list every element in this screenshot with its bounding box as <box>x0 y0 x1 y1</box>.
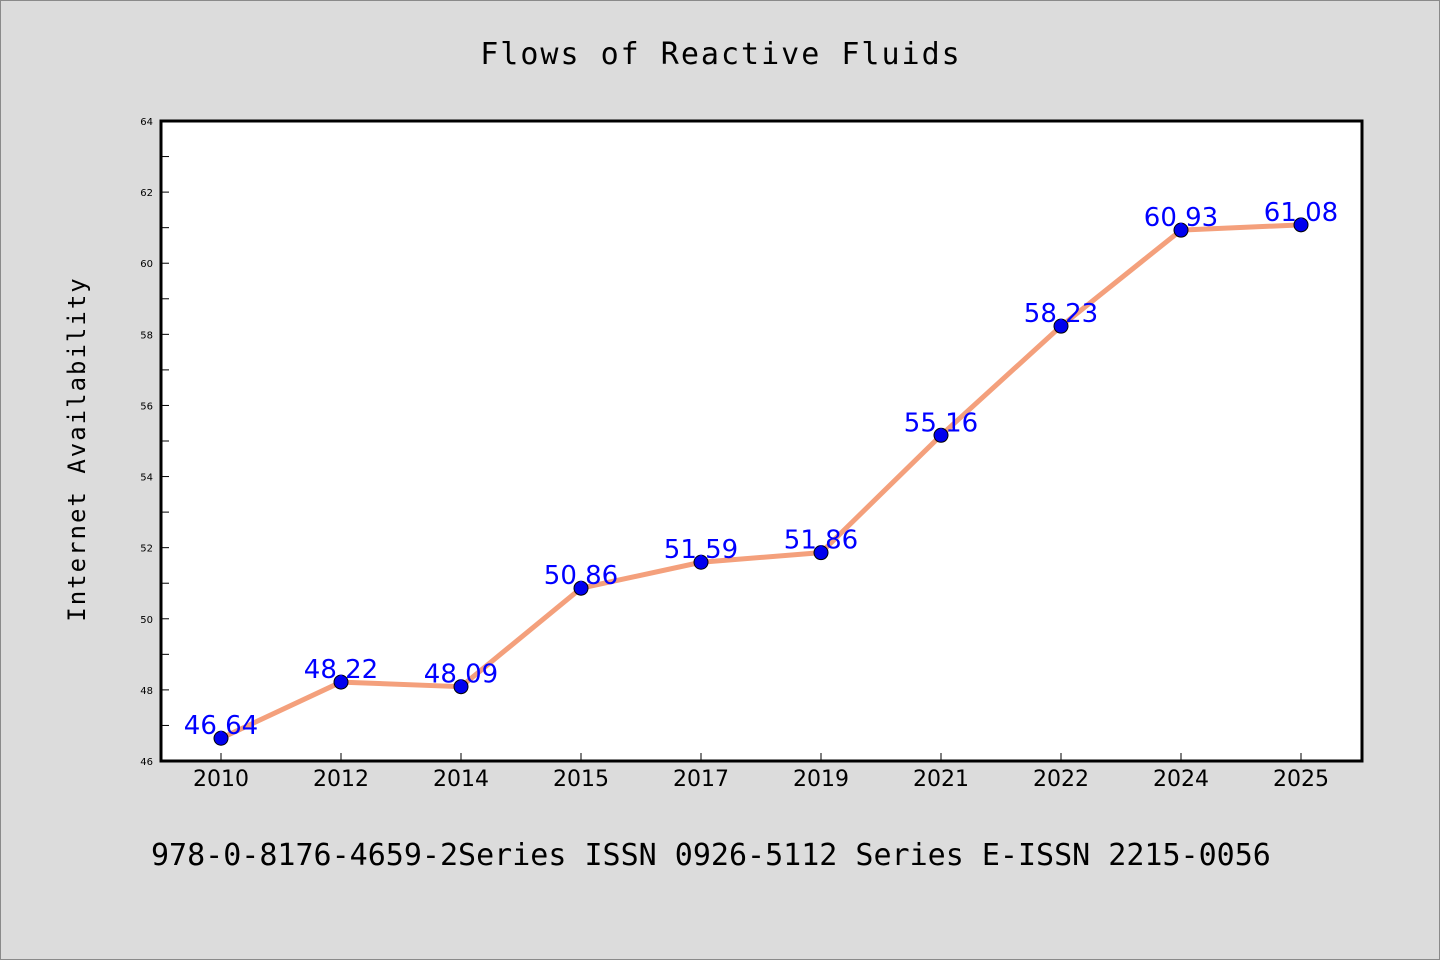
data-label: 51.59 <box>664 535 738 565</box>
x-tick-label: 2017 <box>673 767 729 792</box>
data-labels: 46.64 48.22 48.09 50.86 51.59 51.86 55.16 58.23… <box>184 198 1338 741</box>
data-point <box>213 730 229 746</box>
x-tick-label: 2019 <box>793 767 849 792</box>
chart-title: Flows of Reactive Fluids <box>480 37 961 72</box>
data-point <box>933 427 949 443</box>
data-label: 46.64 <box>184 711 258 741</box>
x-tick-label: 2014 <box>433 767 489 792</box>
data-label: 50.86 <box>544 561 618 591</box>
y-axis: 46 48 50 52 54 56 58 60 62 64 <box>140 117 169 768</box>
x-tick-label: 2015 <box>553 767 609 792</box>
data-point <box>1053 318 1069 334</box>
y-tick-label: 50 <box>140 615 153 626</box>
y-tick-label: 48 <box>140 686 153 697</box>
y-tick-label: 56 <box>140 401 153 412</box>
footer-text: 978-0-8176-4659-2Series ISSN 0926-5112 S… <box>151 838 1271 873</box>
series-line <box>218 222 1304 741</box>
y-tick-label: 46 <box>140 757 153 768</box>
data-point <box>1173 222 1189 238</box>
x-tick-label: 2021 <box>913 767 969 792</box>
data-point <box>1293 217 1309 233</box>
y-tick-label: 64 <box>140 117 153 128</box>
data-label: 48.09 <box>424 660 498 690</box>
data-label: 48.22 <box>304 655 378 685</box>
data-label: 61.08 <box>1264 198 1338 228</box>
plot-area <box>159 119 1364 763</box>
y-tick-label: 52 <box>140 544 153 555</box>
data-label: 58.23 <box>1024 299 1098 329</box>
x-tick-label: 2024 <box>1153 767 1209 792</box>
data-point <box>813 545 829 561</box>
x-tick-label: 2025 <box>1273 767 1329 792</box>
y-tick-label: 60 <box>140 259 153 270</box>
x-tick-label: 2012 <box>313 767 369 792</box>
x-tick-label: 2010 <box>193 767 249 792</box>
data-label: 51.86 <box>784 526 858 556</box>
y-axis-label: Internet Availability <box>63 276 91 621</box>
y-tick-label: 54 <box>140 473 153 484</box>
data-label: 60.93 <box>1144 203 1218 233</box>
data-point <box>333 674 349 690</box>
y-tick-label: 58 <box>140 330 153 341</box>
data-points <box>213 217 1309 746</box>
y-tick-label: 62 <box>140 188 153 199</box>
x-tick-label: 2022 <box>1033 767 1089 792</box>
data-label: 55.16 <box>904 408 978 438</box>
data-point <box>453 679 469 695</box>
data-point <box>573 580 589 596</box>
data-point <box>693 554 709 570</box>
x-axis: 2010 2012 2014 2015 2017 2019 2021 2022 2024 2025 <box>193 753 1329 792</box>
